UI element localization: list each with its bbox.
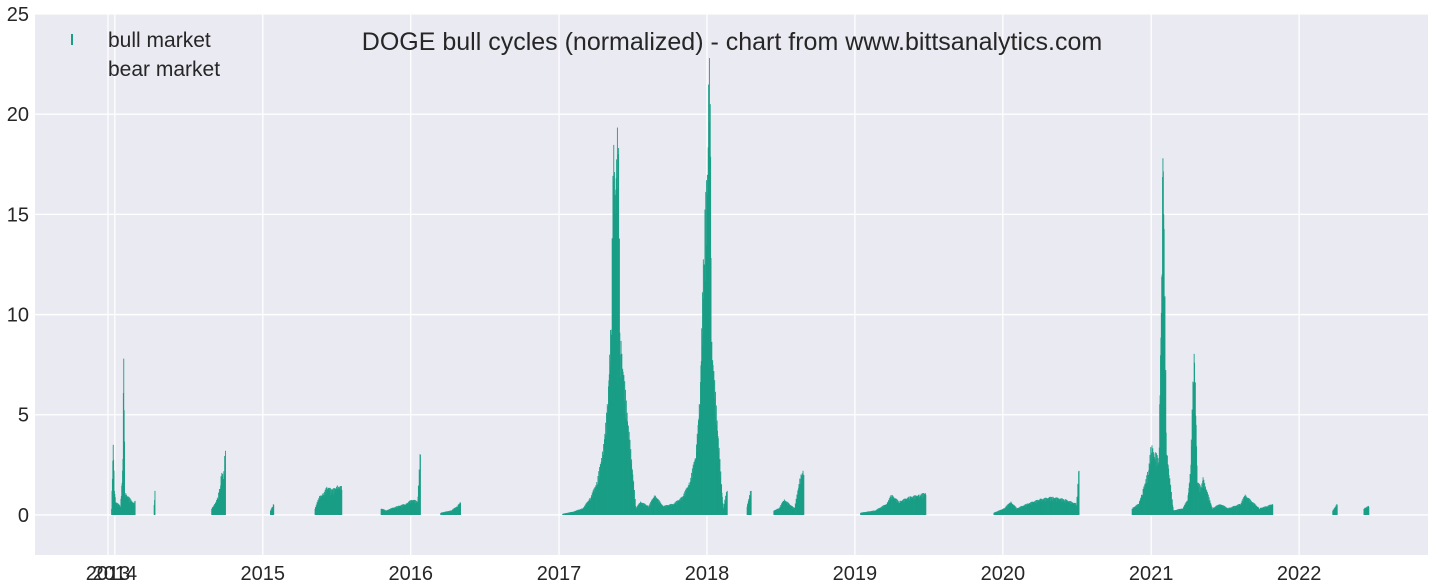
x-tick-label: 2019 (833, 563, 878, 585)
bull-bar (803, 474, 805, 515)
x-tick-label: 2018 (685, 563, 730, 585)
bull-bar (1336, 504, 1338, 515)
bull-bar (341, 489, 343, 515)
x-tick-label: 2014 (93, 563, 138, 585)
x-tick-label: 2013 (86, 563, 131, 585)
x-tick-label: 2021 (1129, 563, 1174, 585)
chart-title: DOGE bull cycles (normalized) - chart fr… (362, 28, 1102, 56)
bull-bar (225, 450, 226, 515)
y-tick-label: 5 (18, 405, 29, 427)
bull-bar (1078, 470, 1080, 515)
y-tick-label: 10 (7, 305, 29, 327)
bull-bar (726, 490, 728, 515)
bull-bar (124, 441, 126, 515)
bull-bar (925, 494, 927, 515)
bull-bar (1272, 504, 1274, 515)
legend-swatch-bull-market (71, 34, 73, 45)
bull-bar (460, 502, 462, 515)
bull-bar (750, 490, 752, 515)
y-tick-label: 0 (18, 505, 29, 527)
bull-market-bars (111, 58, 1370, 515)
y-tick-label: 25 (7, 4, 29, 26)
grid-lines (35, 13, 1428, 555)
y-tick-label: 20 (7, 104, 29, 126)
x-tick-label: 2016 (388, 563, 433, 585)
y-tick-label: 15 (7, 204, 29, 226)
bull-bar (1368, 506, 1370, 515)
x-tick-label: 2020 (981, 563, 1026, 585)
plot-background (35, 14, 1428, 555)
legend-label-bear-market: bear market (108, 58, 220, 81)
x-tick-label: 2017 (537, 563, 582, 585)
legend-label-bull-market: bull market (108, 29, 211, 52)
y-axis-ticks: 0 5 10 15 20 25 (7, 4, 29, 527)
bull-bar (419, 454, 421, 515)
x-tick-label: 2015 (241, 563, 286, 585)
x-tick-label: 2022 (1277, 563, 1322, 585)
bull-bar (134, 500, 136, 515)
legend: bull market bear market (71, 29, 220, 81)
bull-bar (154, 490, 156, 515)
bull-bar (273, 504, 275, 515)
bull-bar (722, 502, 724, 515)
